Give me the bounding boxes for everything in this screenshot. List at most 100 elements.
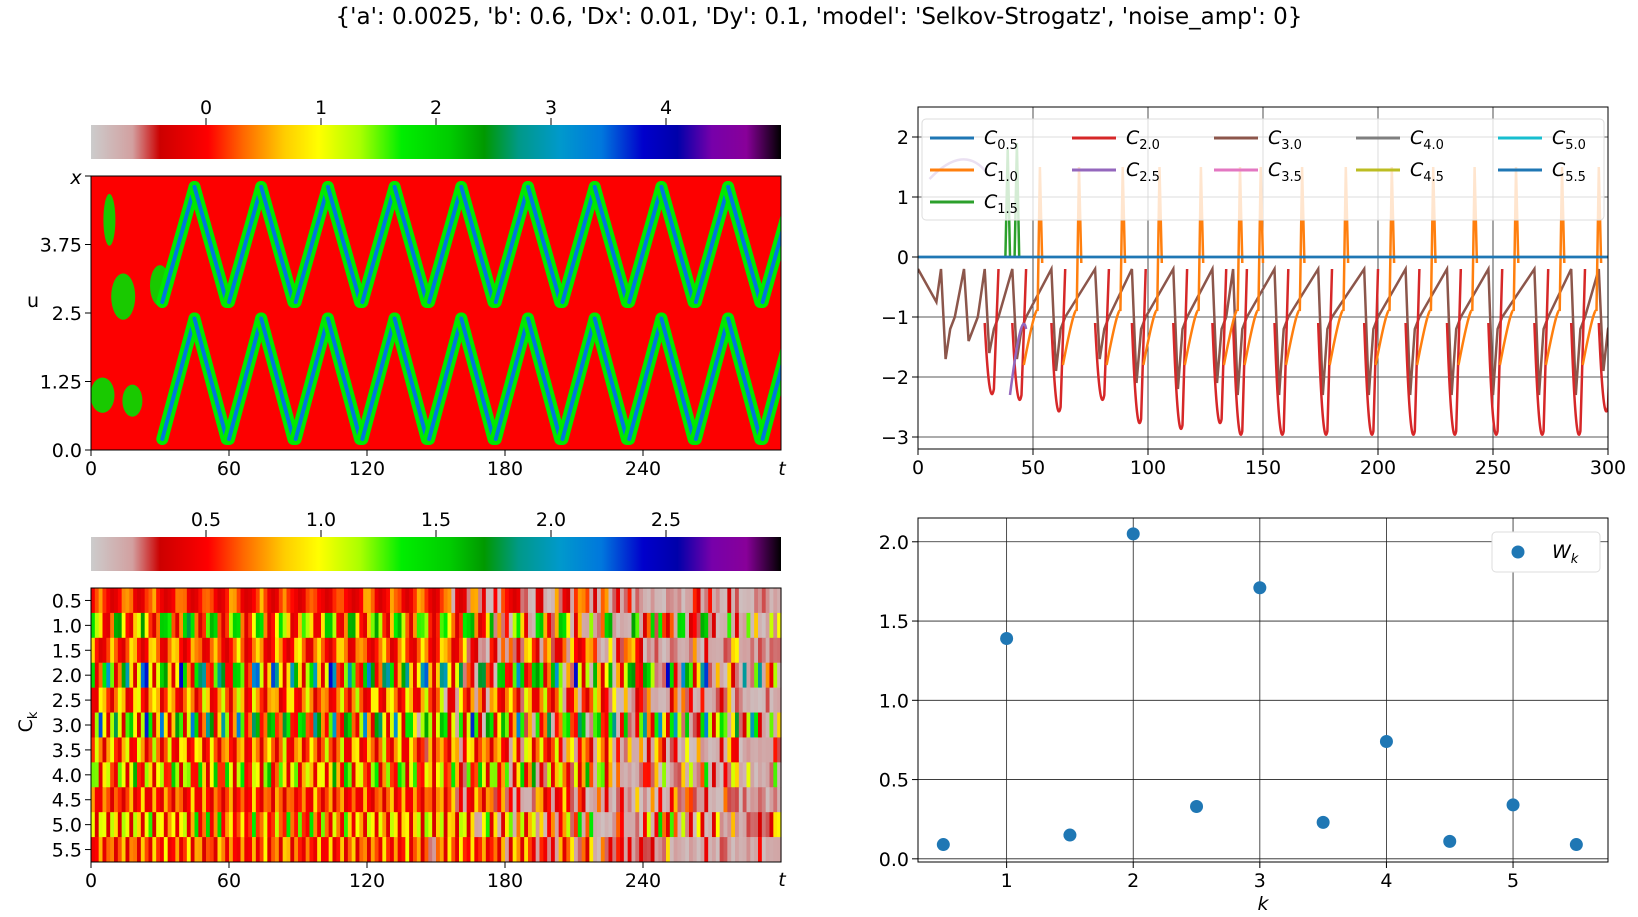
c-heatmap-panel: 0.5 1.0 1.5 2.0 2.5 0 60 120 180 2400.51.01.52.0… bbox=[15, 509, 787, 892]
c-heatmap-cell bbox=[324, 787, 330, 813]
c-heatmap-cell bbox=[570, 762, 575, 788]
c-heatmap-cell bbox=[313, 637, 318, 664]
c-heatmap-cell bbox=[271, 612, 276, 639]
c-heatmap-cell bbox=[738, 588, 744, 614]
u-heatmap-stripe-core bbox=[493, 316, 530, 442]
u-heatmap-stripe-core bbox=[192, 316, 229, 442]
c-heatmap-cell bbox=[263, 662, 268, 688]
c-heatmap-cell bbox=[485, 837, 491, 863]
u-heatmap-stripe-core bbox=[659, 184, 696, 305]
c-heatmap-cell bbox=[497, 588, 502, 614]
c-heatmap-cell bbox=[731, 787, 736, 813]
c-heatmap-cell bbox=[654, 637, 659, 664]
c-heatmap-cell bbox=[551, 837, 556, 863]
c-heatmap-cell bbox=[98, 588, 104, 614]
c-heatmap-cell bbox=[600, 712, 606, 738]
c-heatmap-cell bbox=[252, 812, 257, 838]
c-heatmap-cell bbox=[478, 588, 483, 614]
c-heatmap-cell bbox=[317, 712, 322, 738]
c-heatmap-cell bbox=[451, 812, 456, 838]
c-heatmap-cell bbox=[370, 812, 376, 838]
c-heatmap-cell bbox=[459, 712, 464, 738]
c-heatmap-cell bbox=[715, 712, 721, 738]
c-heatmap-row-label: 5.5 bbox=[52, 840, 82, 862]
c-heatmap-cell bbox=[171, 812, 176, 838]
c-heatmap-cell bbox=[397, 762, 403, 788]
c-heatmap-cell bbox=[761, 712, 767, 738]
c-heatmap-cell bbox=[447, 687, 452, 713]
c-heatmap-cell bbox=[175, 687, 180, 713]
c-heatmap-cell bbox=[301, 787, 307, 813]
c-heatmap-cell bbox=[359, 687, 364, 713]
c-heatmap-cell bbox=[140, 612, 146, 639]
u-colorbar bbox=[91, 125, 781, 159]
c-heatmap-cell bbox=[106, 762, 111, 788]
c-heatmap-cell bbox=[167, 588, 173, 614]
c-heatmap-cell bbox=[654, 762, 659, 788]
c-heatmap-cell bbox=[340, 637, 345, 664]
c-heatmap-cell bbox=[309, 662, 314, 688]
c-heatmap-cell bbox=[259, 637, 265, 664]
c-heatmap-cell bbox=[405, 687, 410, 713]
c-heatmap-cell bbox=[420, 612, 426, 639]
c-heatmap-cell bbox=[370, 588, 376, 614]
c-heatmap-cell bbox=[106, 787, 111, 813]
c-heatmap-cell bbox=[589, 637, 594, 664]
c-heatmap-cell bbox=[386, 687, 391, 713]
c-heatmap-cell bbox=[516, 837, 521, 863]
c-heatmap-cell bbox=[462, 812, 468, 838]
c-heatmap-cell bbox=[179, 662, 184, 688]
c-heatmap-cell bbox=[236, 588, 242, 614]
c-heatmap-cell bbox=[597, 712, 602, 738]
c-heatmap-cell bbox=[363, 712, 368, 738]
c-heatmap-cell bbox=[332, 837, 337, 863]
c-heatmap-cell bbox=[336, 737, 341, 763]
c-heatmap-cell bbox=[190, 637, 196, 664]
c-heatmap-cell bbox=[263, 687, 268, 713]
c-heatmap-cell bbox=[715, 787, 721, 813]
c-heatmap-cell bbox=[355, 712, 360, 738]
c-heatmap-cell bbox=[658, 662, 663, 688]
c-heatmap-cell bbox=[102, 787, 107, 813]
c-heatmap-cell bbox=[152, 588, 157, 614]
c-heatmap-cell bbox=[236, 662, 242, 688]
c-heatmap-cell bbox=[501, 712, 506, 738]
c-heatmap-cell bbox=[324, 637, 330, 664]
c-heatmap-cell bbox=[528, 588, 533, 614]
c-timeseries-legend-label: C5.0 bbox=[1552, 127, 1586, 153]
c-heatmap-cell bbox=[501, 787, 506, 813]
c-heatmap-cell bbox=[378, 612, 383, 639]
c-heatmap-cell bbox=[298, 737, 303, 763]
c-heatmap-cell bbox=[520, 712, 525, 738]
c-heatmap-cell bbox=[175, 662, 180, 688]
c-heatmap-cell bbox=[704, 787, 709, 813]
c-heatmap-cell bbox=[133, 588, 138, 614]
c-heatmap-cell bbox=[735, 687, 740, 713]
c-heatmap-cell bbox=[531, 812, 537, 838]
c-heatmap-cell bbox=[259, 687, 265, 713]
c-timeseries-legend-box bbox=[921, 118, 1605, 221]
c-heatmap-cell bbox=[520, 762, 525, 788]
c-heatmap-cell bbox=[524, 712, 529, 738]
c-heatmap-cell bbox=[367, 787, 372, 813]
c-heatmap-cell bbox=[91, 837, 96, 863]
c-heatmap-cell bbox=[666, 762, 671, 788]
c-heatmap-cell bbox=[731, 662, 736, 688]
c-heatmap-cell bbox=[761, 662, 767, 688]
c-timeseries-xtick-label: 150 bbox=[1245, 457, 1281, 479]
c-heatmap-cell bbox=[152, 662, 157, 688]
c-heatmap-cell bbox=[416, 712, 422, 738]
c-heatmap-cell bbox=[558, 762, 564, 788]
c-heatmap-cell bbox=[482, 687, 487, 713]
c-heatmap-cell bbox=[581, 612, 587, 639]
c-heatmap-cell bbox=[531, 662, 537, 688]
c-heatmap-cell bbox=[474, 812, 479, 838]
c-heatmap-cell bbox=[462, 588, 468, 614]
c-heatmap-cell bbox=[558, 588, 564, 614]
c-heatmap-cell bbox=[577, 588, 583, 614]
c-heatmap-cell bbox=[255, 812, 261, 838]
c-heatmap-cell bbox=[355, 612, 360, 639]
c-heatmap-cell bbox=[593, 588, 598, 614]
c-heatmap-cell bbox=[102, 687, 107, 713]
